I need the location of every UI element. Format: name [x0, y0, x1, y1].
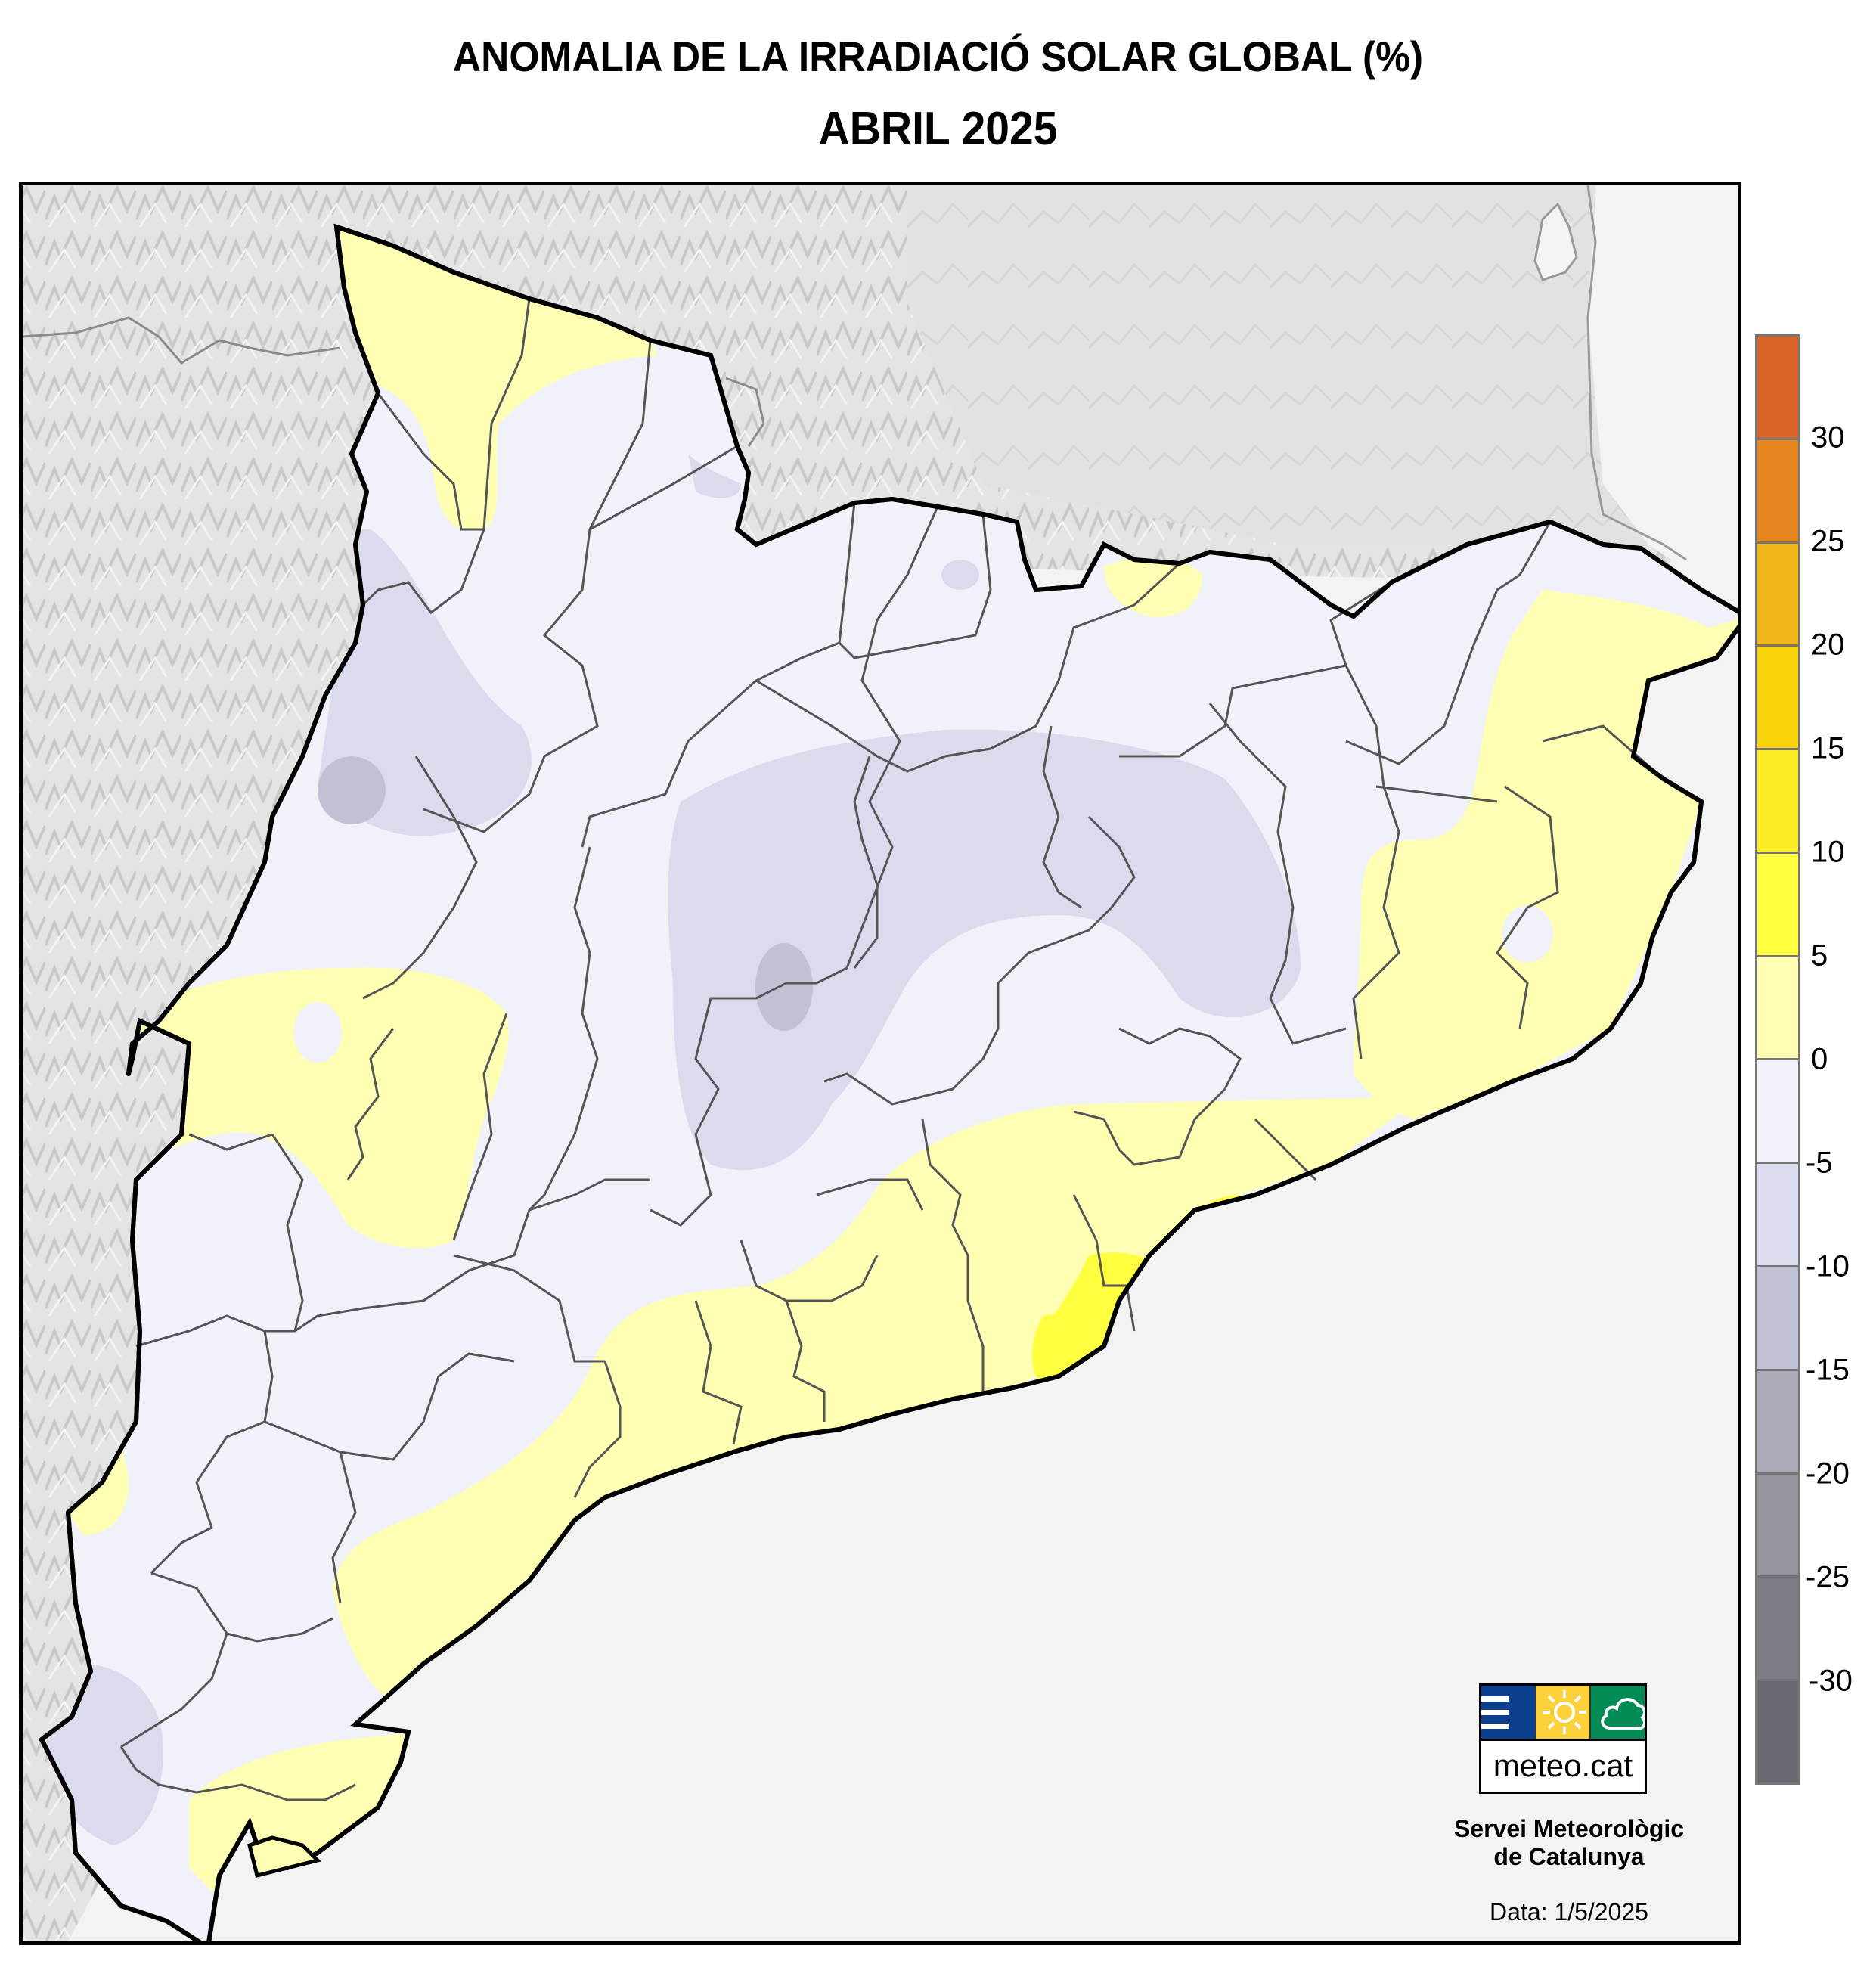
colorbar-segment — [1757, 1060, 1798, 1165]
county-boundaries — [119, 298, 1664, 1801]
colorbar-segment — [1757, 1370, 1798, 1475]
colorbar-tick: 15 — [1811, 731, 1845, 765]
map-subtitle: ABRIL 2025 — [818, 103, 1058, 155]
colorbar-segment — [1757, 853, 1798, 957]
sun-icon — [1534, 1686, 1590, 1739]
colorbar-tick: 0 — [1811, 1042, 1828, 1076]
colorbar-segment — [1757, 1681, 1798, 1782]
country-border — [23, 316, 341, 365]
agency-line-1: Servei Meteorològic — [1453, 1815, 1685, 1842]
logo-brand-text: meteo.cat — [1493, 1748, 1633, 1783]
colorbar-tick: 25 — [1811, 524, 1845, 558]
colorbar-tick: -25 — [1806, 1560, 1850, 1594]
colorbar — [1755, 334, 1800, 1785]
colorbar-tick: -15 — [1806, 1353, 1850, 1387]
colorbar-tick: -30 — [1809, 1664, 1853, 1698]
colorbar-tick: -10 — [1806, 1249, 1850, 1283]
agency-line-2: de Catalunya — [1493, 1843, 1645, 1870]
colorbar-segment — [1757, 957, 1798, 1061]
colorbar-segment — [1757, 1578, 1798, 1682]
ebre-delta — [247, 1835, 321, 1879]
colorbar-segment — [1757, 337, 1798, 440]
map-panel — [19, 182, 1741, 1945]
map-title: ANOMALIA DE LA IRRADIACIÓ SOLAR GLOBAL (… — [452, 33, 1424, 80]
colorbar-tick: -5 — [1806, 1146, 1833, 1180]
colorbar-segment — [1757, 543, 1798, 647]
relief-plain — [907, 185, 1648, 545]
andorra-border — [725, 377, 765, 447]
colorbar-segment — [1757, 439, 1798, 544]
colorbar-segment — [1757, 750, 1798, 854]
colorbar-tick: 5 — [1811, 939, 1828, 973]
lagoon — [1533, 202, 1578, 281]
colorbar-segment — [1757, 1474, 1798, 1578]
cloud-icon — [1589, 1686, 1646, 1739]
colorbar-tick: 10 — [1811, 835, 1845, 869]
agency-name: Servei Meteorològic de Catalunya — [1399, 1815, 1739, 1871]
meteocat-logo: meteo.cat — [1479, 1683, 1647, 1794]
colorbar-tick: -20 — [1806, 1457, 1850, 1491]
date-label: Data: 1/5/2025 — [1490, 1898, 1648, 1925]
colorbar-tick: 30 — [1811, 420, 1845, 455]
colorbar-segment — [1757, 1164, 1798, 1268]
colorbar-tick: 20 — [1811, 628, 1845, 662]
france-coastline — [1586, 185, 1687, 561]
catalonia-map — [23, 185, 1738, 1941]
colorbar-segment — [1757, 647, 1798, 751]
colorbar-segment — [1757, 1267, 1798, 1371]
sea-lines-icon — [1481, 1686, 1535, 1739]
